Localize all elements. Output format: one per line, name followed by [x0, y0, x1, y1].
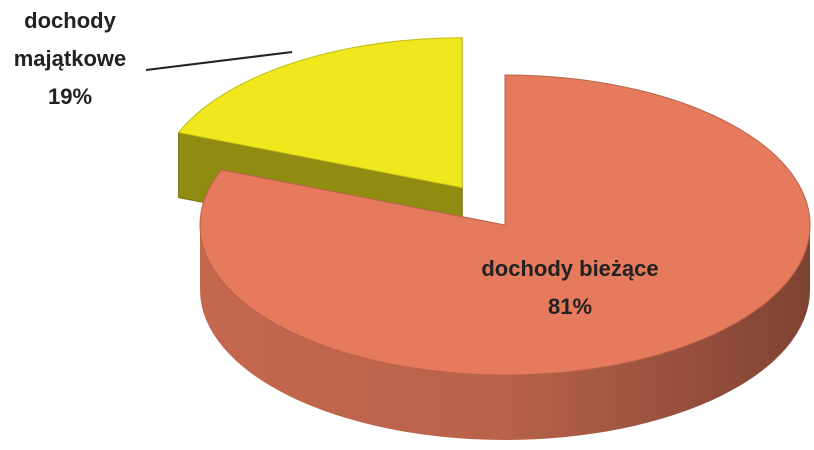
leader-line	[145, 51, 293, 71]
slice-value: 19%	[47, 84, 93, 109]
slice-wall	[200, 225, 810, 440]
slice-label: dochody majątkowe 19%	[0, 2, 140, 116]
pie-slice	[177, 37, 463, 189]
slice-label: dochody bieżące 81%	[450, 250, 690, 326]
pie-slice	[199, 74, 811, 376]
slice-value: 81%	[547, 294, 593, 319]
slice-name: dochody majątkowe	[13, 8, 127, 71]
slice-name: dochody bieżące	[481, 256, 659, 281]
